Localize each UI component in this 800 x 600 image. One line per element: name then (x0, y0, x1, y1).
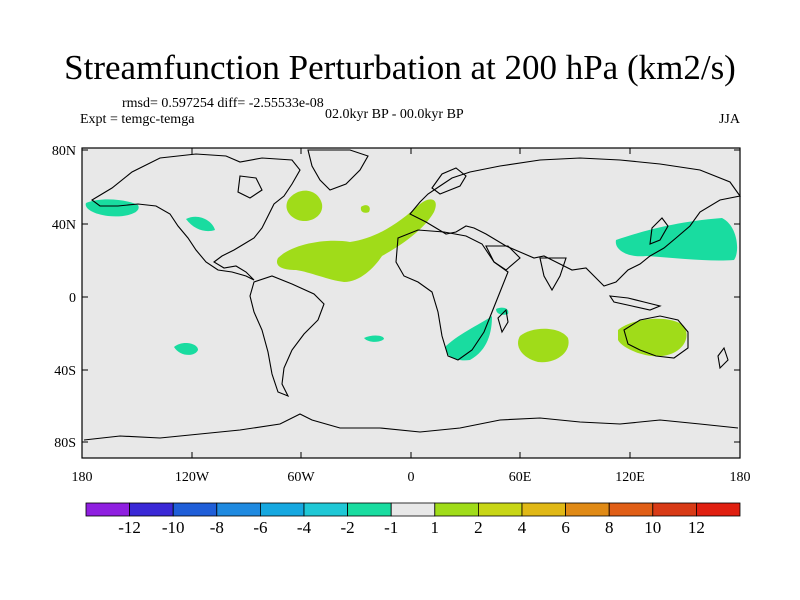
map-title: Streamfunction Perturbation at 200 hPa (… (64, 48, 736, 87)
colorbar-swatch (172, 502, 218, 517)
lon-label-0: 0 (408, 470, 415, 485)
colorbar-swatch (303, 502, 348, 517)
colorbar-label: -4 (297, 518, 312, 537)
colorbar-label: 4 (518, 518, 527, 537)
colorbar-swatch (565, 502, 610, 517)
colorbar-label: 6 (561, 518, 570, 537)
period-label: 02.0kyr BP - 00.0kyr BP (325, 107, 464, 122)
stats-label: rmsd= 0.597254 diff= -2.55533e-08 (122, 96, 324, 111)
lon-label-60w: 60W (287, 470, 315, 485)
lon-label-180e: 180 (730, 470, 751, 485)
lat-label-0: 0 (69, 291, 76, 306)
lon-label-60e: 60E (509, 470, 532, 485)
positive-anomaly-regions (276, 190, 687, 363)
colorbar-label: 2 (474, 518, 483, 537)
lon-label-180w: 180 (72, 470, 93, 485)
lat-tick-marks (82, 149, 740, 443)
colorbar-swatch (434, 502, 479, 517)
season-label: JJA (718, 112, 740, 127)
lon-label-120w: 120W (175, 470, 210, 485)
lon-tick-marks (81, 148, 741, 458)
colorbar-label: -10 (162, 518, 185, 537)
colorbar-label: -12 (118, 518, 141, 537)
colorbar-swatch (608, 502, 654, 517)
lon-label-120e: 120E (615, 470, 645, 485)
colorbar-swatch (477, 502, 523, 517)
colorbar-label: 12 (688, 518, 705, 537)
colorbar-label: -1 (384, 518, 398, 537)
colorbar-swatch (216, 502, 261, 517)
colorbar-swatch (390, 502, 436, 517)
lat-label-40n: 40N (52, 218, 76, 233)
colorbar-swatch (259, 502, 305, 517)
coastlines (83, 149, 741, 441)
negative-anomaly-regions (85, 199, 738, 361)
colorbar-swatch (696, 502, 741, 517)
experiment-label: Expt = temgc-temga (80, 112, 195, 127)
colorbar-label: 8 (605, 518, 614, 537)
colorbar-label: -6 (253, 518, 267, 537)
colorbar-label: -2 (341, 518, 355, 537)
colorbar-label: 10 (644, 518, 661, 537)
colorbar-label: -8 (210, 518, 224, 537)
colorbar-swatch (521, 502, 566, 517)
colorbar: -12 -10 -8 -6 -4 -2 -1 1 2 4 6 8 10 12 (85, 502, 741, 537)
map-background (82, 148, 740, 458)
lat-label-80s: 80S (54, 436, 76, 451)
colorbar-swatch (129, 502, 174, 517)
colorbar-swatch (652, 502, 697, 517)
colorbar-swatch (85, 502, 130, 517)
colorbar-swatch (347, 502, 392, 517)
lat-label-80n: 80N (52, 144, 76, 159)
lat-label-40s: 40S (54, 364, 76, 379)
colorbar-label: 1 (431, 518, 440, 537)
